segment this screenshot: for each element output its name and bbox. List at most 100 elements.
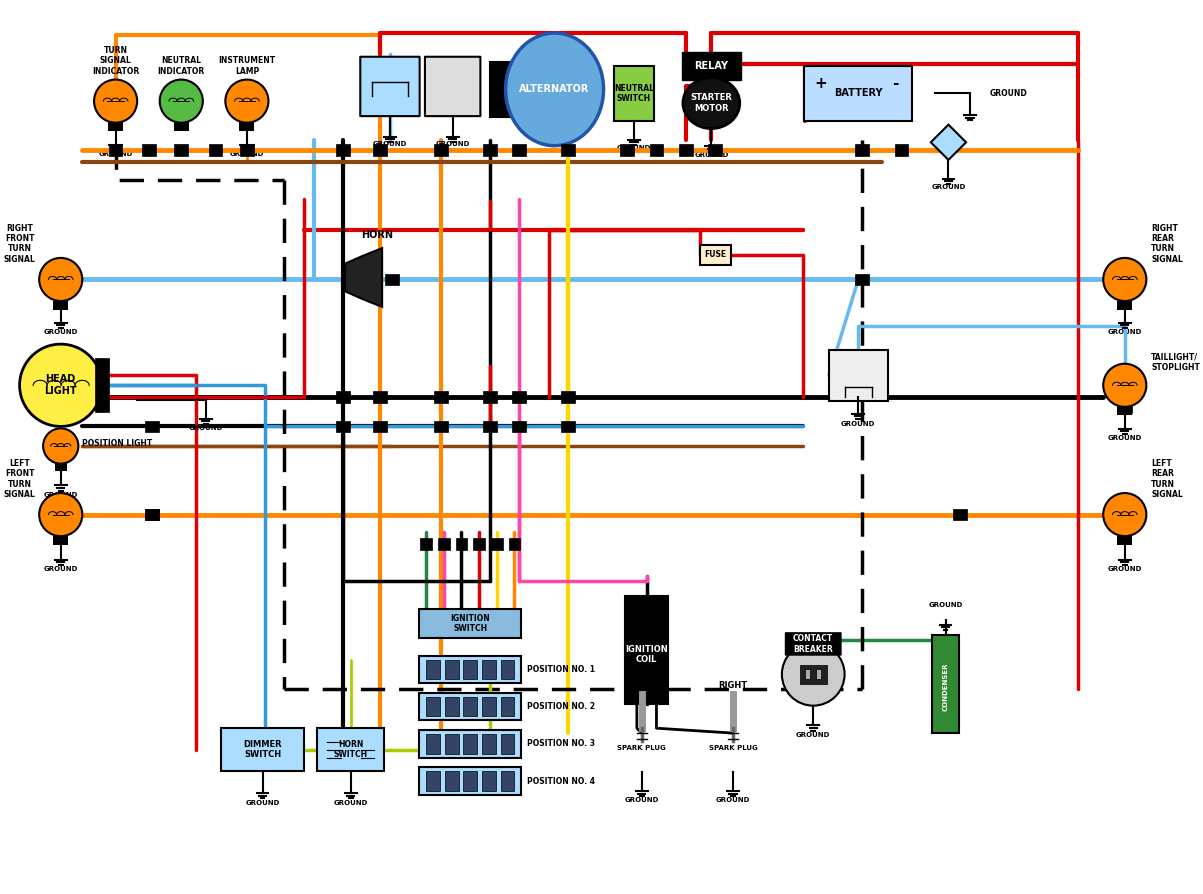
Text: TAILLIGHT/
STOPLIGHT: TAILLIGHT/ STOPLIGHT xyxy=(1151,352,1201,372)
Bar xyxy=(805,670,811,679)
Bar xyxy=(500,734,515,754)
Bar xyxy=(174,144,188,156)
Circle shape xyxy=(43,428,78,464)
Circle shape xyxy=(160,80,203,122)
Bar xyxy=(241,144,254,156)
Text: SPARK PLUG: SPARK PLUG xyxy=(709,745,757,751)
Bar xyxy=(491,538,503,550)
Text: GROUND: GROUND xyxy=(1108,435,1142,441)
Text: GROUND: GROUND xyxy=(43,329,78,335)
Bar xyxy=(426,734,440,754)
Bar xyxy=(615,66,653,121)
Text: POSITION NO. 2: POSITION NO. 2 xyxy=(527,702,595,711)
Text: SPARK PLUG: SPARK PLUG xyxy=(617,745,666,751)
FancyBboxPatch shape xyxy=(360,56,420,116)
Bar xyxy=(650,144,663,156)
Bar xyxy=(621,144,634,156)
Text: GROUND: GROUND xyxy=(841,421,876,427)
Bar xyxy=(709,144,722,156)
Bar xyxy=(562,144,575,156)
Text: RIGHT: RIGHT xyxy=(718,681,747,690)
Bar xyxy=(1118,401,1132,413)
Bar xyxy=(463,734,478,754)
Text: GROUND: GROUND xyxy=(624,797,659,803)
Bar xyxy=(146,509,159,520)
Bar xyxy=(373,420,387,433)
Bar xyxy=(426,696,440,716)
Circle shape xyxy=(40,257,82,301)
FancyBboxPatch shape xyxy=(425,56,480,116)
Text: TURN
SIGNAL
RELAY: TURN SIGNAL RELAY xyxy=(502,70,533,99)
Bar xyxy=(434,392,448,403)
Text: GROUND: GROUND xyxy=(99,151,132,157)
Bar xyxy=(482,660,496,679)
Text: GROUND: GROUND xyxy=(694,152,729,158)
Bar xyxy=(336,144,350,156)
Bar xyxy=(373,144,387,156)
Circle shape xyxy=(1103,493,1146,536)
Text: GROUND: GROUND xyxy=(1108,567,1142,572)
Text: RIGHT
REAR
TURN
SIGNAL: RIGHT REAR TURN SIGNAL xyxy=(1151,224,1183,264)
Bar xyxy=(1118,300,1132,309)
Text: CONTACT
BREAKER: CONTACT BREAKER xyxy=(793,634,834,654)
Circle shape xyxy=(94,80,137,122)
Bar xyxy=(420,538,432,550)
Text: IGNITION
SWITCH: IGNITION SWITCH xyxy=(450,613,490,633)
Bar xyxy=(53,536,69,544)
Bar xyxy=(95,358,108,412)
Bar xyxy=(1118,536,1132,544)
Text: STARTER
MOTOR: STARTER MOTOR xyxy=(691,93,733,113)
Bar xyxy=(855,274,869,285)
Bar xyxy=(445,772,458,791)
Text: START
SWITCH: START SWITCH xyxy=(435,72,469,91)
Bar xyxy=(108,122,123,131)
Bar xyxy=(932,635,959,733)
Circle shape xyxy=(782,643,845,705)
Bar xyxy=(53,300,69,309)
Text: RELAY: RELAY xyxy=(694,61,728,71)
Bar xyxy=(426,772,440,791)
Bar xyxy=(682,52,741,80)
Bar xyxy=(484,420,497,433)
Bar xyxy=(500,696,515,716)
Bar xyxy=(463,660,478,679)
Bar xyxy=(426,660,440,679)
Bar xyxy=(54,463,67,471)
Text: GROUND: GROUND xyxy=(189,426,223,431)
Bar xyxy=(239,122,255,131)
Text: HEAD
LIGHT: HEAD LIGHT xyxy=(45,375,77,396)
Bar xyxy=(173,122,189,131)
Text: INSTRUMENT
LAMP: INSTRUMENT LAMP xyxy=(219,56,275,76)
Bar xyxy=(482,772,496,791)
Text: HORN: HORN xyxy=(361,231,393,240)
Polygon shape xyxy=(345,249,383,307)
Bar xyxy=(500,660,515,679)
Text: DIMMER
SWITCH: DIMMER SWITCH xyxy=(243,740,282,760)
Text: STOP
SWITCH: STOP SWITCH xyxy=(840,356,877,375)
Circle shape xyxy=(40,493,82,536)
Bar xyxy=(221,729,303,772)
Text: GROUND: GROUND xyxy=(716,797,751,803)
Bar xyxy=(434,420,448,433)
Text: POSITION NO. 1: POSITION NO. 1 xyxy=(527,665,595,674)
Bar xyxy=(484,392,497,403)
Text: POSITION NO. 4: POSITION NO. 4 xyxy=(527,777,595,786)
Bar xyxy=(482,696,496,716)
Text: LEFT
REAR
TURN
SIGNAL: LEFT REAR TURN SIGNAL xyxy=(1151,459,1183,499)
Bar xyxy=(463,696,478,716)
Text: GROUND: GROUND xyxy=(373,141,407,148)
Bar xyxy=(805,66,912,121)
Text: GROUND: GROUND xyxy=(931,184,966,190)
Ellipse shape xyxy=(683,78,740,129)
Text: IGNITION
COIL: IGNITION COIL xyxy=(626,645,668,664)
Bar xyxy=(895,144,908,156)
Bar xyxy=(445,660,458,679)
Circle shape xyxy=(1103,364,1146,407)
Bar xyxy=(482,734,496,754)
Text: GROUND: GROUND xyxy=(990,89,1027,97)
Bar xyxy=(509,538,520,550)
Bar xyxy=(336,420,350,433)
Text: CONDENSER: CONDENSER xyxy=(942,662,948,712)
Text: GROUND: GROUND xyxy=(929,602,962,608)
Bar xyxy=(500,772,515,791)
